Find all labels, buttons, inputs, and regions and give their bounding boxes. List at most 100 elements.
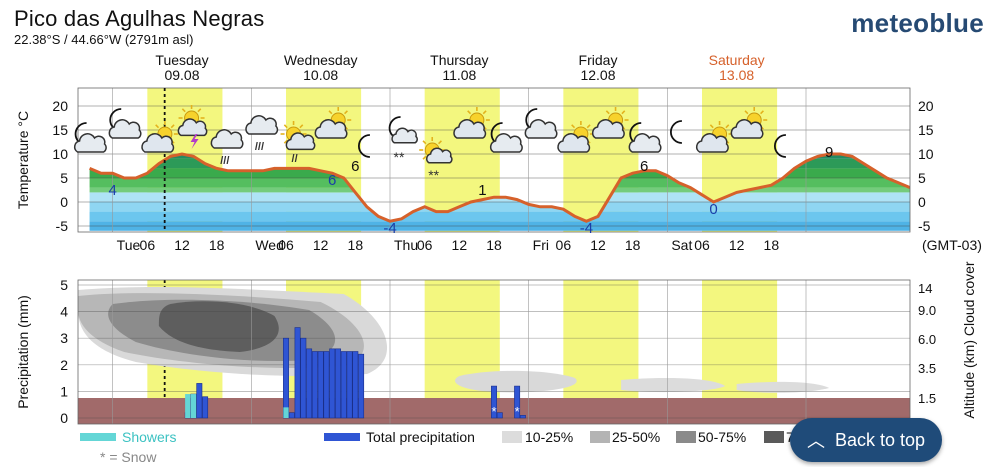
snow-flakes: ** <box>394 149 405 165</box>
precip-ytick: 5 <box>60 277 68 293</box>
temp-ytick-left: 0 <box>60 194 68 210</box>
rain-cloud-icon: /// <box>210 129 244 167</box>
sun-ray <box>482 110 487 115</box>
moon-cloud-icon <box>628 122 662 153</box>
temp-value-label: 9 <box>825 144 833 161</box>
cloud-cover-area <box>455 370 577 393</box>
sun-ray <box>586 124 591 129</box>
rain-drops: /// <box>255 141 264 153</box>
cloud-shape <box>285 132 316 151</box>
sun-cloud-icon <box>695 121 733 153</box>
moon-snow-icon: ** <box>388 116 418 165</box>
temp-value-label: 6 <box>640 158 648 175</box>
altitude-tick: 1.5 <box>918 391 936 406</box>
day-date-label: 09.08 <box>164 67 199 83</box>
legend-cloud-25-label: 25-50% <box>612 429 661 445</box>
temp-ytick-right: -5 <box>918 218 931 234</box>
snow-marker: * <box>515 404 520 419</box>
sun-cloud-icon <box>141 121 178 153</box>
sun-ray <box>283 139 288 144</box>
altitude-tick: 9.0 <box>918 303 936 318</box>
cloud-cover-area <box>621 378 726 393</box>
precip-bar <box>288 412 295 419</box>
location-coordinates: 22.38°S / 44.66°W (2791m asl) <box>14 32 194 47</box>
moon-icon <box>670 120 682 144</box>
sun-ray <box>344 110 348 115</box>
precip-ytick: 3 <box>60 330 68 346</box>
x-tick-label: Thu <box>394 237 418 253</box>
legend-showers-label: Showers <box>122 429 177 445</box>
precip-bar <box>323 351 330 419</box>
legend-cloud-50-label: 50-75% <box>698 429 747 445</box>
temp-ytick-left: 20 <box>52 98 68 114</box>
back-to-top-button[interactable]: ︿ Back to top <box>790 418 942 462</box>
precip-bar <box>202 396 209 419</box>
day-date-label: 13.08 <box>719 67 754 83</box>
x-tick-label: Tue <box>117 237 141 253</box>
x-tick-label: 06 <box>278 237 294 253</box>
sun-rain-icon: // <box>280 121 316 165</box>
x-tick-label: 12 <box>174 237 190 253</box>
moon-cloud-icon <box>524 108 558 139</box>
back-to-top-label: Back to top <box>834 429 926 450</box>
altitude-tick: 14 <box>918 281 932 296</box>
cloud-shape <box>245 115 279 135</box>
day-date-label: 10.08 <box>303 67 338 83</box>
sun-ray <box>197 108 202 113</box>
temp-ytick-left: 15 <box>52 122 68 138</box>
sun-ray <box>760 110 764 115</box>
x-tick-label: Sat <box>671 237 692 253</box>
x-tick-label: 06 <box>694 237 710 253</box>
x-tick-label: 18 <box>209 237 225 253</box>
lightning-bolt <box>190 134 199 149</box>
moon-cloud-icon <box>489 122 523 153</box>
x-tick-label: Wed <box>255 237 284 253</box>
precip-bar <box>358 353 365 419</box>
sun-ray <box>170 124 175 129</box>
precip-bar <box>340 351 347 419</box>
snow-flakes: ** <box>428 167 439 183</box>
x-tick-label: 18 <box>625 237 641 253</box>
day-date-label: 11.08 <box>442 67 476 83</box>
precip-ytick: 1 <box>60 383 68 399</box>
cloud-shape <box>453 119 487 139</box>
temp-value-label: -4 <box>580 220 593 237</box>
sun-ray <box>709 124 714 129</box>
altitude-tick: 6.0 <box>918 332 936 347</box>
x-tick-label: 12 <box>729 237 745 253</box>
day-name-label: Friday <box>579 52 618 68</box>
precip-bar <box>346 351 353 419</box>
rain-drops: // <box>292 153 298 165</box>
temp-value-label: 6 <box>328 172 336 189</box>
temp-ytick-right: 10 <box>918 146 934 162</box>
temp-ytick-right: 20 <box>918 98 934 114</box>
day-name-label: Wednesday <box>284 52 358 68</box>
temp-band <box>89 211 910 222</box>
temp-ytick-left: 10 <box>52 146 68 162</box>
sun-ray <box>467 110 472 115</box>
rain-cloud-icon: /// <box>245 115 279 153</box>
legend-precip-swatch <box>324 433 360 441</box>
sun-ray <box>422 140 427 145</box>
sun-cloud-icon <box>453 107 490 139</box>
precip-bar <box>352 351 359 419</box>
sun-cloud-icon <box>730 107 768 139</box>
x-tick-label: 06 <box>417 237 433 253</box>
legend-cloud-10-label: 10-25% <box>525 429 574 445</box>
showers-bar <box>190 394 197 418</box>
sun-ray <box>155 124 160 129</box>
sun-ray <box>181 108 186 113</box>
timezone-label: (GMT-03) <box>922 237 982 253</box>
snow-marker: * <box>491 404 496 419</box>
x-tick-label: 18 <box>486 237 502 253</box>
x-tick-label: 06 <box>556 237 572 253</box>
cloud-shape <box>177 118 208 137</box>
temp-value-label: -4 <box>383 220 396 237</box>
cloud-shape <box>524 119 558 139</box>
meteoblue-logo[interactable]: meteoblue <box>851 8 984 38</box>
x-tick-label: 18 <box>348 237 364 253</box>
cloud-shape <box>628 133 662 153</box>
precip-bar <box>294 327 301 419</box>
x-tick-label: 18 <box>764 237 780 253</box>
sun-snow-icon: ** <box>419 137 453 183</box>
